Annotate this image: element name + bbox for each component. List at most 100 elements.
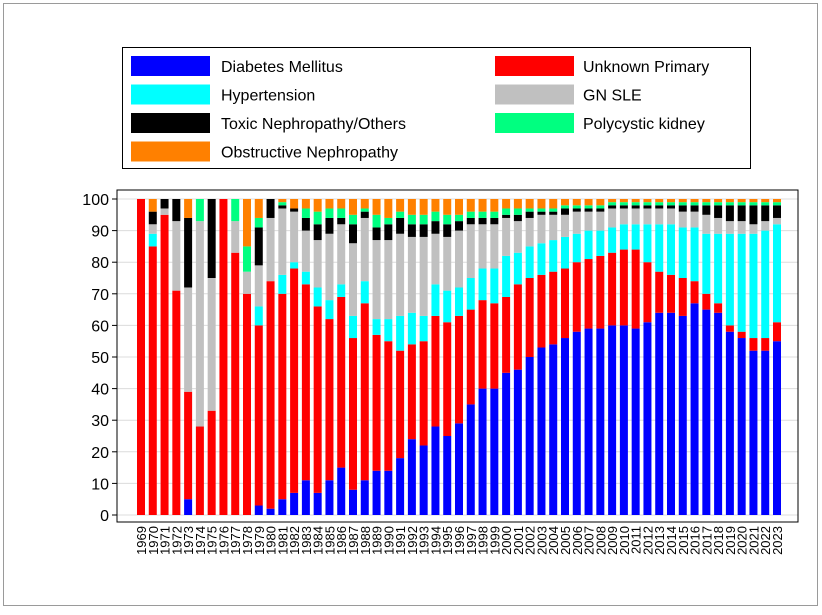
bar-segment: [466, 224, 475, 278]
bar-segment: [360, 281, 369, 304]
bar-segment: [773, 224, 781, 323]
x-tick-label: 1983: [299, 526, 314, 555]
plot: 0102030405060708090100196919701971197219…: [82, 189, 799, 555]
bar-segment: [749, 224, 758, 234]
bar-segment: [749, 205, 758, 225]
x-tick-label: 1982: [287, 526, 302, 555]
bar-segment: [725, 331, 734, 515]
bar-segment: [195, 426, 204, 515]
x-tick-label: 2021: [746, 526, 761, 555]
bar-segment: [643, 205, 652, 209]
bar-segment: [207, 199, 216, 278]
bar-segment: [525, 208, 534, 212]
bar-segment: [737, 338, 746, 515]
bar-segment: [419, 214, 428, 225]
x-tick-label: 1969: [134, 526, 149, 555]
x-tick-label: 1980: [264, 526, 279, 555]
bar-segment: [737, 233, 746, 332]
bar-segment: [537, 211, 546, 215]
bar-segment: [714, 199, 723, 203]
x-tick-label: 1978: [240, 526, 255, 555]
bar-segment: [619, 224, 628, 250]
bar-segment: [478, 300, 487, 389]
bar-segment: [325, 300, 334, 320]
bar-segment: [773, 199, 781, 203]
y-tick-label: 80: [91, 255, 109, 272]
x-tick-label: 1975: [205, 526, 220, 555]
bar-segment: [278, 293, 287, 500]
bar-segment: [690, 202, 699, 206]
bar-segment: [313, 492, 322, 515]
bar-segment: [313, 306, 322, 493]
bar-segment: [278, 199, 287, 203]
bar-segment: [360, 211, 369, 218]
bar-segment: [478, 211, 487, 218]
bar-segment: [619, 205, 628, 209]
x-tick-label: 1974: [193, 526, 208, 555]
bar-segment: [443, 436, 452, 515]
bar-segment: [466, 211, 475, 218]
bar-segment: [455, 315, 463, 424]
bar-segment: [455, 199, 463, 215]
bar-segment: [360, 208, 369, 212]
x-tick-label: 1987: [346, 526, 361, 555]
bar-segment: [643, 322, 652, 515]
bar-segment: [749, 350, 758, 515]
bar-segment: [431, 426, 440, 515]
legend-swatch: [131, 141, 210, 162]
legend-box: [122, 47, 751, 169]
x-tick-label: 2006: [570, 526, 585, 555]
bar-segment: [243, 293, 251, 515]
bar-segment: [254, 325, 263, 506]
bar-segment: [372, 240, 381, 320]
bar-segment: [655, 312, 664, 515]
bar-segment: [407, 199, 416, 215]
bar-segment: [608, 199, 617, 203]
bar-segment: [725, 202, 734, 206]
bar-segment: [608, 205, 617, 209]
bar-segment: [478, 224, 487, 269]
bar-segment: [184, 287, 193, 392]
x-tick-label: 1972: [169, 526, 184, 555]
bar-segment: [137, 199, 145, 515]
bar-segment: [396, 458, 405, 515]
bar-segment: [502, 217, 511, 256]
x-tick-label: 2018: [711, 526, 726, 555]
bar-segment: [667, 208, 675, 225]
bar-segment: [619, 208, 628, 225]
x-tick-label: 2013: [652, 526, 667, 555]
bar-segment: [396, 233, 405, 316]
bar-segment: [749, 233, 758, 339]
bar-segment: [195, 199, 204, 222]
y-tick-label: 30: [91, 413, 109, 430]
bar-segment: [761, 230, 770, 339]
bar-segment: [725, 233, 734, 326]
bar-segment: [737, 205, 746, 222]
bar-segment: [349, 224, 357, 244]
bar-segment: [714, 312, 723, 515]
x-tick-label: 1990: [381, 526, 396, 555]
bar-segment: [349, 338, 357, 490]
bar-segment: [596, 255, 605, 329]
bar-segment: [737, 221, 746, 234]
x-tick-label: 2023: [770, 526, 785, 555]
y-tick-label: 40: [91, 382, 109, 399]
bar-segment: [584, 205, 593, 209]
x-tick-label: 2000: [499, 526, 514, 555]
y-tick-label: 20: [91, 445, 109, 462]
bar-segment: [254, 199, 263, 218]
bar-segment: [278, 274, 287, 294]
bar-segment: [419, 236, 428, 316]
x-tick-label: 2019: [723, 526, 738, 555]
bar-segment: [572, 211, 581, 234]
legend-swatch: [131, 56, 210, 76]
plot-frame: [116, 189, 799, 523]
bar-segment: [761, 199, 770, 203]
bar-segment: [372, 214, 381, 228]
bar-segment: [384, 217, 393, 225]
bar-segment: [490, 224, 499, 269]
bar-segment: [325, 208, 334, 218]
bar-segment: [608, 227, 617, 253]
bar-segment: [513, 199, 522, 209]
legend-swatch: [495, 56, 574, 76]
